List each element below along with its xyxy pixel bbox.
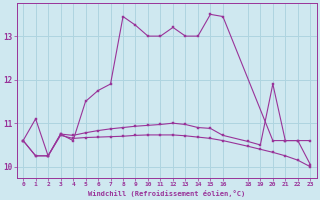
X-axis label: Windchill (Refroidissement éolien,°C): Windchill (Refroidissement éolien,°C) [88, 190, 245, 197]
